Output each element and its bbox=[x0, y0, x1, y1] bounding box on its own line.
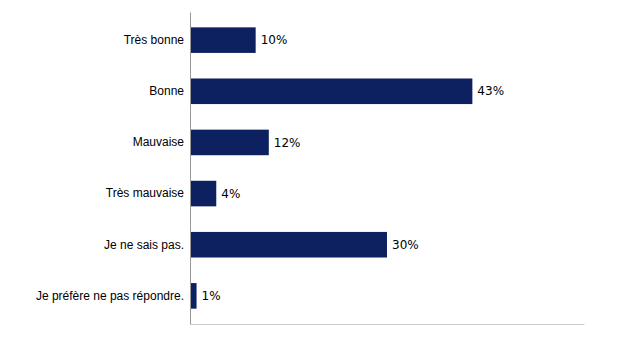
bar bbox=[190, 181, 216, 207]
bar bbox=[190, 78, 472, 104]
y-tick-label: Je préfère ne pas répondre. bbox=[36, 289, 184, 303]
y-tick: Très bonne bbox=[124, 33, 185, 47]
data-label: 30% bbox=[392, 238, 419, 252]
y-tick: Très mauvaise bbox=[106, 186, 185, 200]
data-label: 43% bbox=[477, 84, 504, 98]
y-axis-line bbox=[190, 13, 191, 325]
y-tick: Mauvaise bbox=[133, 135, 185, 149]
bars bbox=[190, 27, 472, 308]
y-tick-label: Très mauvaise bbox=[106, 186, 185, 200]
y-tick-label: Très bonne bbox=[124, 33, 185, 47]
data-label: 1% bbox=[202, 289, 221, 303]
data-label: 10% bbox=[261, 33, 288, 47]
y-tick-label: Mauvaise bbox=[133, 135, 185, 149]
y-tick-label: Je ne sais pas. bbox=[104, 238, 184, 252]
x-axis bbox=[191, 324, 585, 325]
bar bbox=[190, 232, 387, 258]
bar bbox=[190, 130, 269, 156]
data-label: 4% bbox=[221, 187, 240, 201]
chart-svg: Très bonne Bonne Mauvaise Très mauvaise Je n… bbox=[0, 0, 624, 338]
y-tick: Bonne bbox=[149, 84, 184, 98]
data-labels: 10% 43% 12% 4% 30% 1% bbox=[202, 33, 504, 303]
y-tick: Je ne sais pas. bbox=[104, 238, 184, 252]
y-tick: Je préfère ne pas répondre. bbox=[36, 289, 184, 303]
y-axis: Très bonne Bonne Mauvaise Très mauvaise Je n… bbox=[36, 13, 191, 325]
data-label: 12% bbox=[274, 136, 301, 150]
y-tick-label: Bonne bbox=[149, 84, 184, 98]
bar bbox=[190, 27, 256, 53]
x-axis-line bbox=[191, 324, 585, 325]
chart-container: Très bonne Bonne Mauvaise Très mauvaise Je n… bbox=[0, 0, 624, 338]
plot-area: Très bonne Bonne Mauvaise Très mauvaise Je n… bbox=[36, 13, 585, 325]
